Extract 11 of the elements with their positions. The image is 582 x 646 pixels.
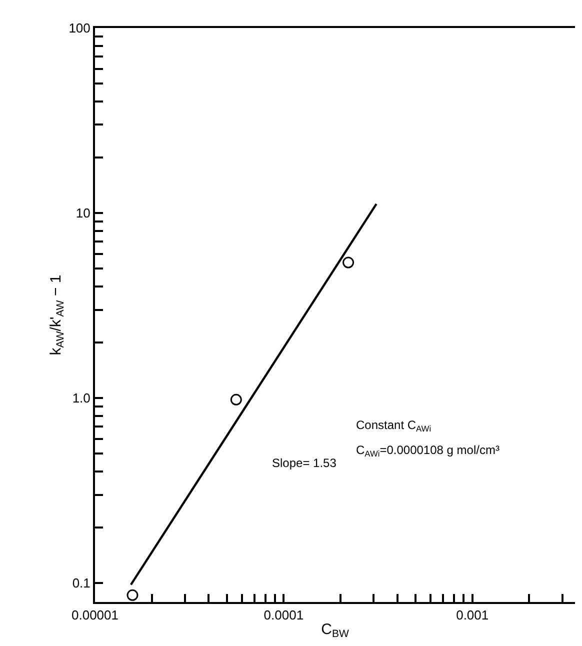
x-axis-title: C$_{BW}$ xyxy=(321,621,349,640)
annotation: C$_{AWi}$=0.0000108 g mol/cm³ xyxy=(356,443,500,459)
x-tick-label: 0.001 xyxy=(456,608,489,623)
annotation: Slope= 1.53 xyxy=(272,456,337,470)
y-tick-label: 1.0 xyxy=(72,390,90,406)
y-tick-label: 100 xyxy=(68,20,90,36)
x-tick-label: 0.0001 xyxy=(264,608,304,623)
annotation: Constant C$_{AWi}$ xyxy=(356,418,432,434)
y-tick-label: 10 xyxy=(76,206,90,221)
x-tick-label: 0.00001 xyxy=(72,608,118,623)
y-tick-label: 0.1 xyxy=(72,576,90,591)
